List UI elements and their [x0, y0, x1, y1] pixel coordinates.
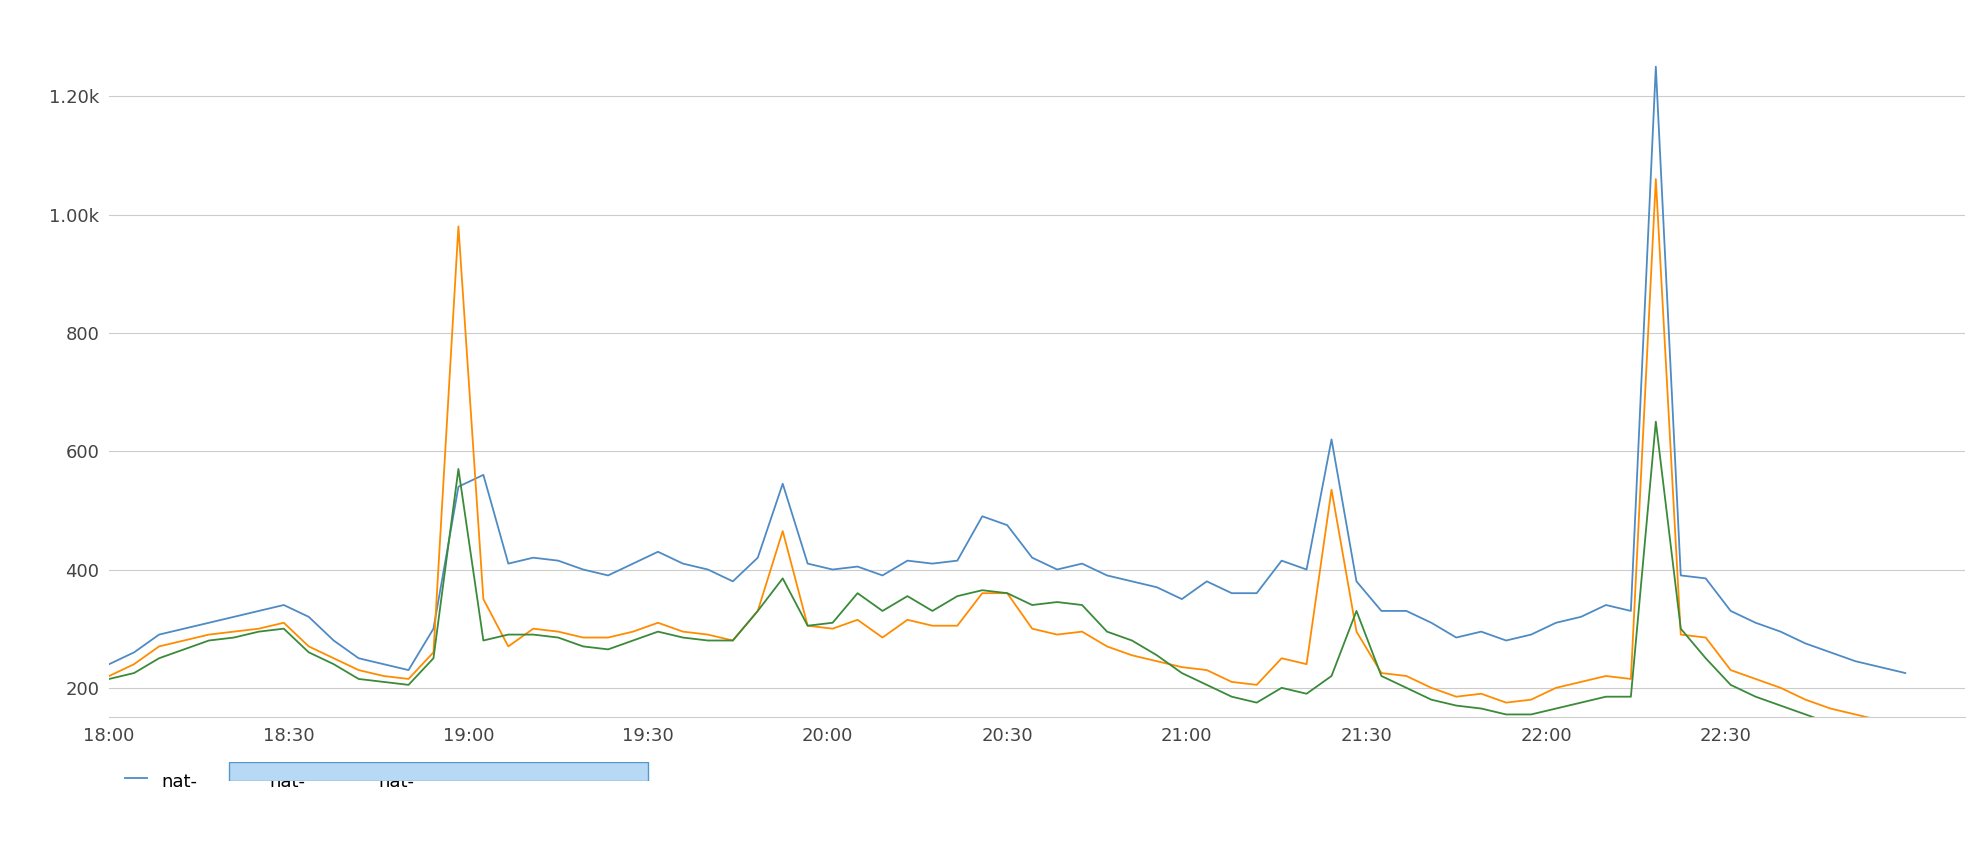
nat-	[1743, 618, 1767, 628]
nat-	[496, 559, 520, 569]
nat-	[1743, 674, 1767, 684]
nat-	[1894, 722, 1918, 732]
nat-	[1594, 600, 1618, 610]
nat-	[697, 630, 721, 640]
nat-	[994, 520, 1018, 530]
nat-	[496, 630, 520, 640]
nat-	[496, 641, 520, 652]
Line: nat-: nat-	[109, 179, 1906, 727]
FancyBboxPatch shape	[228, 762, 647, 781]
nat-	[1594, 671, 1618, 681]
nat-	[1669, 571, 1693, 581]
nat-	[697, 636, 721, 646]
Line: nat-: nat-	[109, 422, 1906, 741]
nat-	[697, 565, 721, 575]
nat-	[994, 588, 1018, 598]
Legend: nat-, nat-, nat-: nat-, nat-, nat-	[119, 763, 421, 798]
nat-	[1894, 668, 1918, 678]
nat-	[1894, 736, 1918, 746]
nat-	[1669, 630, 1693, 640]
Line: nat-: nat-	[109, 67, 1906, 673]
nat-	[97, 659, 121, 669]
nat-	[97, 671, 121, 681]
nat-	[994, 588, 1018, 598]
nat-	[1644, 174, 1667, 184]
nat-	[1644, 417, 1667, 427]
nat-	[1594, 691, 1618, 701]
nat-	[97, 674, 121, 684]
nat-	[1743, 691, 1767, 701]
nat-	[1669, 624, 1693, 634]
nat-	[1644, 62, 1667, 72]
